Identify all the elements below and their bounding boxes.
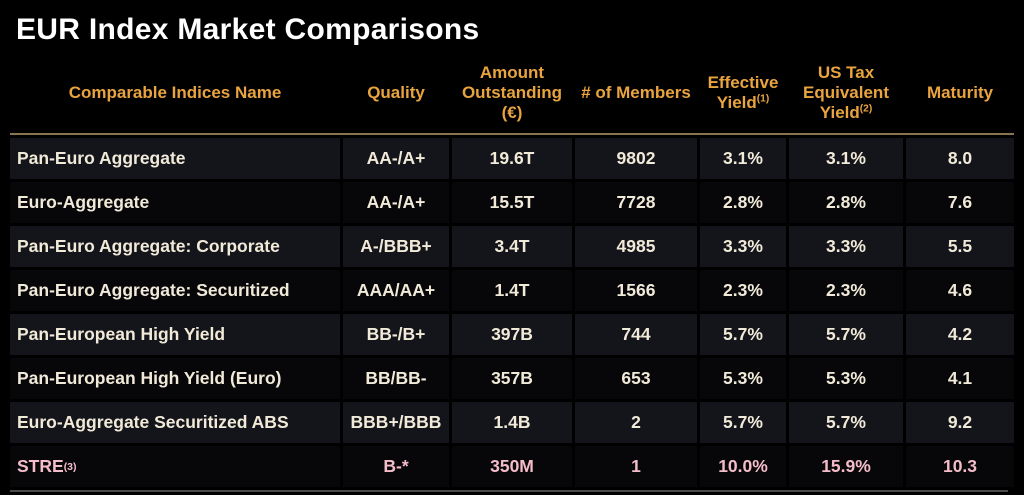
column-header-amount: Amount Outstanding (€)	[452, 56, 572, 130]
cell-quality-row-7: BBB+/BBB	[343, 402, 449, 443]
cell-members-row-6: 653	[575, 358, 697, 399]
cell-quality-row-1: AA-/A+	[343, 138, 449, 179]
cell-amount-row-1: 19.6T	[452, 138, 572, 179]
column-header-ustax: US Tax Equivalent Yield(2)	[789, 56, 903, 130]
cell-quality-row-4: AAA/AA+	[343, 270, 449, 311]
column-header-label: US Tax Equivalent Yield(2)	[803, 62, 889, 123]
cell-maturity-row-1: 8.0	[906, 138, 1014, 179]
column-header-label: Comparable Indices Name	[68, 82, 282, 102]
cell-maturity-row-6: 4.1	[906, 358, 1014, 399]
cell-ustax-row-4: 2.3%	[789, 270, 903, 311]
cell-maturity-row-5: 4.2	[906, 314, 1014, 355]
cell-effective-row-3: 3.3%	[700, 226, 786, 267]
cell-ustax-row-2: 2.8%	[789, 182, 903, 223]
cell-members-row-2: 7728	[575, 182, 697, 223]
cell-ustax-row-3: 3.3%	[789, 226, 903, 267]
cell-name-row-8: STRE (3)	[10, 446, 340, 487]
cell-quality-row-8: B-*	[343, 446, 449, 487]
column-header-label: Effective Yield(1)	[707, 72, 779, 112]
comparison-table: Comparable Indices Name Quality Amount Out…	[10, 56, 1014, 492]
cell-members-row-1: 9802	[575, 138, 697, 179]
cell-amount-row-3: 3.4T	[452, 226, 572, 267]
table-bottom-border	[10, 490, 1008, 492]
column-header-effective: Effective Yield(1)	[700, 56, 786, 130]
cell-amount-row-2: 15.5T	[452, 182, 572, 223]
column-header-label: # of Members	[581, 82, 691, 102]
column-header-label: Amount Outstanding (€)	[461, 62, 563, 123]
cell-members-row-7: 2	[575, 402, 697, 443]
cell-name-row-5: Pan-European High Yield	[10, 314, 340, 355]
cell-quality-row-3: A-/BBB+	[343, 226, 449, 267]
cell-maturity-row-7: 9.2	[906, 402, 1014, 443]
cell-amount-row-8: 350M	[452, 446, 572, 487]
cell-maturity-row-2: 7.6	[906, 182, 1014, 223]
cell-ustax-row-8: 15.9%	[789, 446, 903, 487]
cell-name-row-4: Pan-Euro Aggregate: Securitized	[10, 270, 340, 311]
cell-amount-row-7: 1.4B	[452, 402, 572, 443]
cell-effective-row-4: 2.3%	[700, 270, 786, 311]
cell-name-row-1: Pan-Euro Aggregate	[10, 138, 340, 179]
cell-effective-row-1: 3.1%	[700, 138, 786, 179]
cell-ustax-row-1: 3.1%	[789, 138, 903, 179]
cell-quality-row-2: AA-/A+	[343, 182, 449, 223]
header-divider-line	[10, 133, 1014, 135]
cell-effective-row-7: 5.7%	[700, 402, 786, 443]
cell-maturity-row-3: 5.5	[906, 226, 1014, 267]
column-header-label: Quality	[367, 82, 425, 102]
cell-maturity-row-4: 4.6	[906, 270, 1014, 311]
cell-amount-row-5: 397B	[452, 314, 572, 355]
cell-ustax-row-6: 5.3%	[789, 358, 903, 399]
cell-members-row-3: 4985	[575, 226, 697, 267]
column-header-quality: Quality	[343, 56, 449, 130]
cell-members-row-5: 744	[575, 314, 697, 355]
cell-quality-row-6: BB/BB-	[343, 358, 449, 399]
cell-effective-row-8: 10.0%	[700, 446, 786, 487]
cell-name-row-3: Pan-Euro Aggregate: Corporate	[10, 226, 340, 267]
cell-amount-row-6: 357B	[452, 358, 572, 399]
cell-quality-row-5: BB-/B+	[343, 314, 449, 355]
cell-effective-row-2: 2.8%	[700, 182, 786, 223]
column-header-name: Comparable Indices Name	[10, 56, 340, 130]
cell-maturity-row-8: 10.3	[906, 446, 1014, 487]
cell-amount-row-4: 1.4T	[452, 270, 572, 311]
cell-effective-row-6: 5.3%	[700, 358, 786, 399]
cell-members-row-8: 1	[575, 446, 697, 487]
page-title: EUR Index Market Comparisons	[16, 13, 480, 46]
column-header-label: Maturity	[926, 82, 994, 102]
column-header-maturity: Maturity	[906, 56, 1014, 130]
cell-effective-row-5: 5.7%	[700, 314, 786, 355]
cell-name-row-2: Euro-Aggregate	[10, 182, 340, 223]
cell-name-row-6: Pan-European High Yield (Euro)	[10, 358, 340, 399]
cell-name-row-7: Euro-Aggregate Securitized ABS	[10, 402, 340, 443]
column-header-members: # of Members	[575, 56, 697, 130]
cell-ustax-row-7: 5.7%	[789, 402, 903, 443]
cell-members-row-4: 1566	[575, 270, 697, 311]
cell-ustax-row-5: 5.7%	[789, 314, 903, 355]
